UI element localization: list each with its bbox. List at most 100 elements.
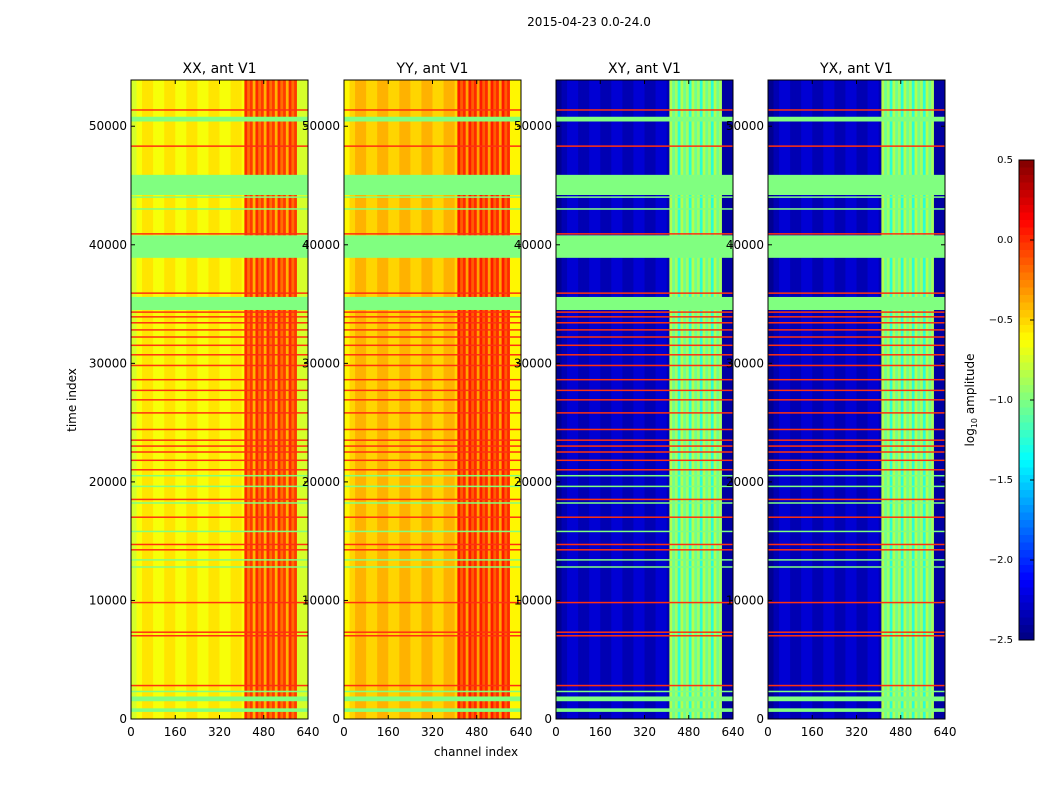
colorbar-segment [1019,370,1034,378]
flagged-row-green [344,690,521,693]
flagged-row-red [344,233,521,235]
flagged-row-red [344,344,521,347]
flagged-row-red [131,549,308,551]
colorbar-segment [1019,347,1034,356]
flagged-gap-band [768,296,945,310]
flagged-row-red [556,145,733,147]
flagged-row-green [344,474,521,477]
flagged-row-red [131,635,308,637]
colorbar-segment [1019,265,1034,273]
colorbar-segment [1019,175,1034,183]
flagged-row-red [344,322,521,324]
flagged-row-red [131,439,308,441]
flagged-gap-band [344,696,521,702]
colorbar-segment [1019,452,1034,461]
colorbar-segment [1019,512,1034,521]
flagged-row-red [768,316,945,318]
flagged-row-red [131,601,308,604]
flagged-row-green [556,485,733,488]
colorbar-segment [1019,340,1034,348]
flagged-row-red [556,292,733,294]
flagged-row-green [556,474,733,477]
colorbar-segment [1019,407,1034,416]
flagged-row-red [131,378,308,381]
colorbar-segment [1019,595,1034,603]
panel-title: YY, ant V1 [396,61,469,77]
colorbar-segment [1019,437,1034,446]
flagged-row-red [344,364,521,367]
colorbar-segment [1019,280,1034,288]
flagged-row-red [131,311,308,313]
colorbar-segment [1019,610,1034,618]
colorbar-tick-label: −1.0 [989,395,1013,406]
flagged-row-red [556,439,733,441]
colorbar-segment [1019,430,1034,438]
colorbar-segment [1019,602,1034,611]
flagged-row-red [344,498,521,501]
x-tick-label: 480 [465,725,488,739]
flagged-row-red [556,399,733,401]
flagged-row-red [344,145,521,147]
flagged-row-red [768,459,945,462]
colorbar-tick-label: −0.5 [989,315,1013,326]
y-tick-label: 10000 [89,593,127,607]
colorbar-segment [1019,242,1034,251]
colorbar-segment [1019,422,1034,431]
flagged-row-green [344,502,521,504]
flagged-row-red [344,329,521,331]
flagged-row-red [131,631,308,633]
flagged-row-red [768,469,945,471]
flagged-row-green [344,485,521,488]
x-tick-label: 480 [889,725,912,739]
y-tick-label: 30000 [726,356,764,370]
y-tick-label: 10000 [302,593,340,607]
flagged-gap-band [556,296,733,310]
colorbar-segment [1019,475,1034,483]
colorbar-tick-label: −2.5 [989,635,1013,646]
flagged-row-green [131,559,308,561]
panel-title: YX, ant V1 [819,61,893,77]
flagged-row-red [768,354,945,356]
colorbar-segment [1019,362,1034,371]
flagged-row-red [131,412,308,414]
colorbar-segment [1019,227,1034,236]
flagged-row-red [131,451,308,453]
y-tick-label: 10000 [726,593,764,607]
flagged-row-red [344,543,521,546]
flagged-row-red [131,329,308,331]
flagged-row-red [556,389,733,392]
flagged-row-red [131,684,308,687]
colorbar-segment [1019,460,1034,468]
flagged-row-green [768,566,945,568]
flagged-row-red [556,233,733,235]
flagged-row-green [556,502,733,504]
flagged-row-red [131,469,308,471]
y-tick-label: 20000 [514,475,552,489]
heatmap-panel: XX, ant V1 0 160 320 480 640 0 10000 20000 30000 4… [89,61,320,739]
flagged-row-red [131,145,308,147]
flagged-row-red [556,378,733,381]
flagged-gap-band [131,696,308,702]
flagged-row-red [768,292,945,294]
x-tick-label: 0 [340,725,348,739]
flagged-row-red [344,469,521,471]
colorbar-segment [1019,580,1034,588]
flagged-row-red [768,364,945,367]
colorbar-segment [1019,542,1034,551]
flagged-row-green [131,530,308,533]
flagged-gap-band [556,696,733,702]
colorbar: 0.5 0.0 −0.5 −1.0 −1.5 −2.0 −2.5 log10 amplitud… [963,155,1035,646]
flagged-gap-band [556,174,733,195]
flagged-gap-band [131,296,308,310]
colorbar-segment [1019,550,1034,558]
colorbar-segment [1019,497,1034,506]
flagged-row-red [131,364,308,367]
y-tick-label: 50000 [726,119,764,133]
y-tick-label: 40000 [514,238,552,252]
flagged-row-green [556,208,733,210]
flagged-row-red [131,233,308,235]
flagged-row-green [344,530,521,533]
colorbar-segment [1019,572,1034,581]
